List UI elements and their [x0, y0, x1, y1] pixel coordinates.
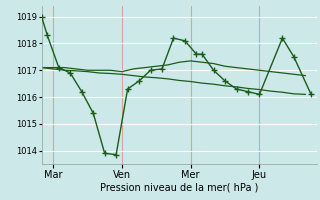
X-axis label: Pression niveau de la mer( hPa ): Pression niveau de la mer( hPa ): [100, 182, 258, 192]
